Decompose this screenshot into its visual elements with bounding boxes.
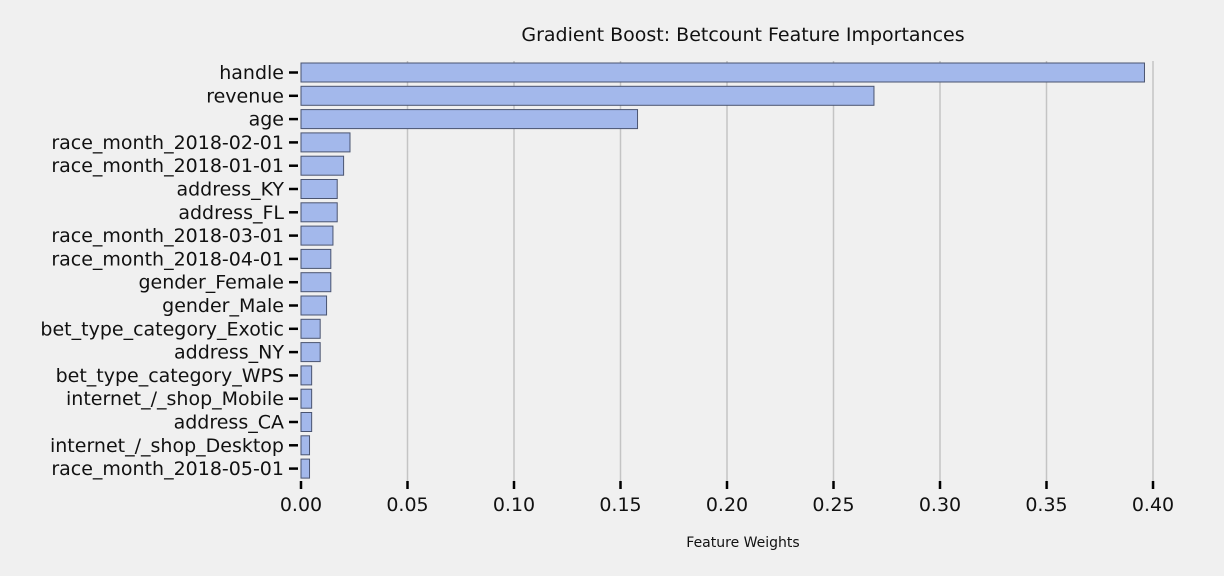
y-tick-label: address_KY <box>176 179 284 201</box>
bar <box>300 365 313 386</box>
y-tick-label: internet_/_shop_Desktop <box>50 435 284 457</box>
y-tick-label: revenue <box>206 85 284 107</box>
bar <box>300 318 321 339</box>
bar <box>300 202 338 223</box>
y-tick-label: age <box>249 109 284 131</box>
y-tick-label: address_NY <box>174 342 284 364</box>
x-axis: 0.00 0.05 0.10 0.15 0.20 0.25 0.30 0.35 0.40 <box>280 481 1174 516</box>
y-tick-label: race_month_2018-02-01 <box>51 132 284 154</box>
bar <box>300 388 313 409</box>
x-tick-label: 0.05 <box>386 494 428 516</box>
y-axis: handlerevenueagerace_month_2018-02-01rac… <box>40 62 298 480</box>
grid-lines <box>406 61 1154 481</box>
y-tick-label: race_month_2018-04-01 <box>51 248 284 270</box>
bar <box>300 62 1145 83</box>
x-tick-label: 0.20 <box>706 494 748 516</box>
y-tick-label: internet_/_shop_Mobile <box>66 388 284 410</box>
bar <box>300 295 328 316</box>
y-tick-label: handle <box>219 62 284 84</box>
y-tick-label: bet_type_category_Exotic <box>40 318 284 340</box>
bar <box>300 342 321 363</box>
bar <box>300 412 313 432</box>
bar <box>300 272 332 293</box>
y-tick-label: bet_type_category_WPS <box>56 365 284 387</box>
y-tick-label: address_FL <box>178 202 284 224</box>
y-tick-label: race_month_2018-03-01 <box>51 225 284 247</box>
bars <box>300 62 1145 479</box>
y-tick-label: race_month_2018-05-01 <box>51 458 284 480</box>
x-tick-label: 0.00 <box>280 494 322 516</box>
bar <box>300 458 311 479</box>
bar <box>300 85 875 106</box>
x-tick-label: 0.25 <box>812 494 854 516</box>
x-tick-label: 0.15 <box>599 494 641 516</box>
bar <box>300 132 351 153</box>
chart-title: Gradient Boost: Betcount Feature Importa… <box>521 24 964 46</box>
x-tick-label: 0.10 <box>493 494 535 516</box>
x-tick-label: 0.30 <box>919 494 961 516</box>
bar <box>300 109 639 130</box>
y-tick-label: gender_Male <box>162 295 284 317</box>
bar <box>300 179 338 199</box>
x-axis-label: Feature Weights <box>686 535 799 551</box>
bar <box>300 155 345 176</box>
x-tick-label: 0.35 <box>1025 494 1067 516</box>
y-tick-label: gender_Female <box>138 272 284 294</box>
bar <box>300 435 311 456</box>
bar <box>300 225 334 246</box>
bar <box>300 248 332 269</box>
y-tick-label: race_month_2018-01-01 <box>51 155 284 177</box>
x-tick-label: 0.40 <box>1132 494 1174 516</box>
y-tick-label: address_CA <box>174 412 284 434</box>
